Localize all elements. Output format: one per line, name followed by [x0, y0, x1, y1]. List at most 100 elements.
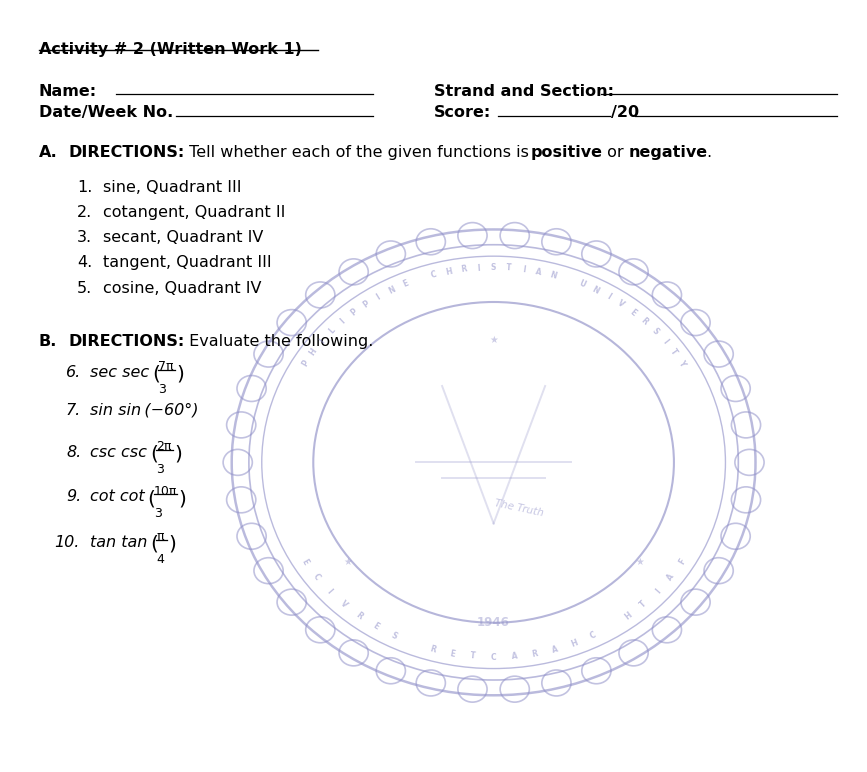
Text: sin sin (−60°): sin sin (−60°): [90, 403, 199, 418]
Text: 1946: 1946: [477, 616, 510, 629]
Text: ): ): [178, 489, 186, 508]
Text: P: P: [361, 299, 371, 310]
Text: T: T: [505, 263, 512, 273]
Text: Evaluate the following.: Evaluate the following.: [184, 334, 373, 349]
Text: or: or: [602, 145, 629, 161]
Text: (: (: [147, 489, 155, 508]
Text: C: C: [311, 572, 322, 582]
Text: C: C: [491, 652, 497, 662]
Text: ★: ★: [636, 557, 644, 567]
Text: cotangent, Quadrant II: cotangent, Quadrant II: [103, 205, 285, 220]
Text: Name:: Name:: [38, 83, 96, 99]
Text: C: C: [430, 270, 438, 280]
Text: R: R: [531, 648, 538, 659]
Text: N: N: [590, 285, 601, 296]
Text: The Truth: The Truth: [494, 498, 544, 518]
Text: ): ): [174, 445, 182, 464]
Text: A: A: [665, 572, 676, 582]
Text: 2π: 2π: [156, 440, 172, 453]
Text: R: R: [355, 611, 364, 621]
Text: I: I: [325, 587, 334, 595]
Text: 2.: 2.: [77, 205, 93, 220]
Text: I: I: [605, 292, 612, 301]
Text: N: N: [387, 285, 397, 296]
Text: I: I: [654, 587, 662, 595]
Text: F: F: [677, 557, 688, 566]
Text: T: T: [668, 347, 679, 357]
Text: H: H: [623, 611, 633, 621]
Text: T: T: [638, 599, 649, 609]
Text: 3: 3: [156, 463, 164, 476]
Text: I: I: [661, 337, 669, 345]
Text: tan tan: tan tan: [90, 535, 147, 550]
Text: H: H: [308, 347, 319, 357]
Text: S: S: [491, 263, 496, 273]
Text: Y: Y: [677, 359, 688, 367]
Text: Tell whether each of the given functions is: Tell whether each of the given functions…: [184, 145, 534, 161]
Text: tangent, Quadrant III: tangent, Quadrant III: [103, 256, 271, 270]
Text: R: R: [428, 644, 437, 655]
Text: (: (: [152, 364, 160, 384]
Text: 4.: 4.: [77, 256, 93, 270]
Text: H: H: [570, 638, 579, 648]
Text: T: T: [470, 652, 476, 661]
Text: cot cot: cot cot: [90, 489, 145, 504]
Text: sec sec: sec sec: [90, 364, 149, 380]
Text: I: I: [522, 265, 525, 274]
Text: 3.: 3.: [77, 230, 92, 245]
Text: E: E: [449, 648, 456, 659]
Text: DIRECTIONS:: DIRECTIONS:: [68, 145, 185, 161]
Text: /20: /20: [611, 105, 639, 120]
Text: I: I: [318, 337, 327, 345]
Text: ): ): [168, 535, 176, 554]
Text: P: P: [349, 307, 359, 317]
Text: Score:: Score:: [434, 105, 491, 120]
Text: Strand and Section:: Strand and Section:: [434, 83, 614, 99]
Text: Activity # 2 (Written Work 1): Activity # 2 (Written Work 1): [38, 42, 302, 57]
Text: Date/Week No.: Date/Week No.: [38, 105, 173, 120]
Text: 10.: 10.: [54, 535, 80, 550]
Text: negative: negative: [628, 145, 707, 161]
Text: B.: B.: [38, 334, 57, 349]
Text: A.: A.: [38, 145, 57, 161]
Text: A: A: [551, 644, 558, 655]
Text: R: R: [460, 265, 467, 274]
Text: 7.: 7.: [66, 403, 81, 418]
Text: 1.: 1.: [77, 180, 93, 195]
Text: 5.: 5.: [77, 280, 93, 296]
Text: V: V: [616, 299, 626, 310]
Text: (: (: [150, 445, 158, 464]
Text: ): ): [176, 364, 184, 384]
Text: 6.: 6.: [66, 364, 81, 380]
Text: DIRECTIONS:: DIRECTIONS:: [68, 334, 185, 349]
Text: cosine, Quadrant IV: cosine, Quadrant IV: [103, 280, 262, 296]
Text: E: E: [629, 307, 638, 317]
Text: 3: 3: [153, 507, 161, 520]
Text: 8.: 8.: [66, 445, 81, 460]
Text: I: I: [339, 317, 347, 326]
Text: csc csc: csc csc: [90, 445, 147, 460]
Text: 9.: 9.: [66, 489, 81, 504]
Text: E: E: [372, 621, 381, 632]
Text: ★: ★: [343, 557, 352, 567]
Text: V: V: [338, 599, 349, 610]
Text: 4: 4: [156, 554, 164, 566]
Text: positive: positive: [531, 145, 603, 161]
Text: I: I: [375, 292, 382, 301]
Text: 3: 3: [158, 383, 166, 396]
Text: N: N: [549, 269, 557, 280]
Text: .: .: [707, 145, 712, 161]
Text: P: P: [300, 358, 310, 368]
Text: 7π: 7π: [158, 360, 173, 373]
Text: C: C: [589, 631, 597, 642]
Text: E: E: [401, 279, 409, 290]
Text: U: U: [577, 279, 586, 290]
Text: H: H: [445, 267, 453, 277]
Text: 10π: 10π: [153, 485, 177, 497]
Text: sine, Quadrant III: sine, Quadrant III: [103, 180, 241, 195]
Text: ★: ★: [489, 335, 498, 345]
Text: S: S: [390, 631, 399, 641]
Text: E: E: [300, 557, 310, 566]
Text: R: R: [639, 316, 649, 327]
Text: (: (: [150, 535, 158, 554]
